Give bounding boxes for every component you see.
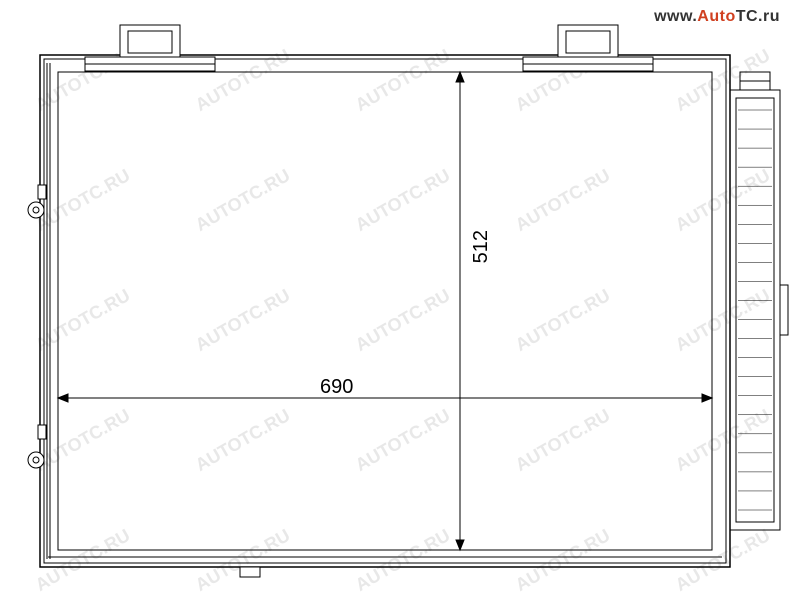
source-url: www.AutoTC.ru bbox=[654, 8, 780, 26]
url-ru: .ru bbox=[758, 8, 780, 25]
url-www: www. bbox=[654, 8, 697, 25]
url-tc: TC bbox=[736, 8, 758, 25]
technical-drawing bbox=[0, 0, 800, 600]
width-dimension-label: 690 bbox=[320, 376, 353, 399]
height-dimension-label: 512 bbox=[470, 230, 493, 263]
url-auto: Auto bbox=[697, 8, 735, 25]
